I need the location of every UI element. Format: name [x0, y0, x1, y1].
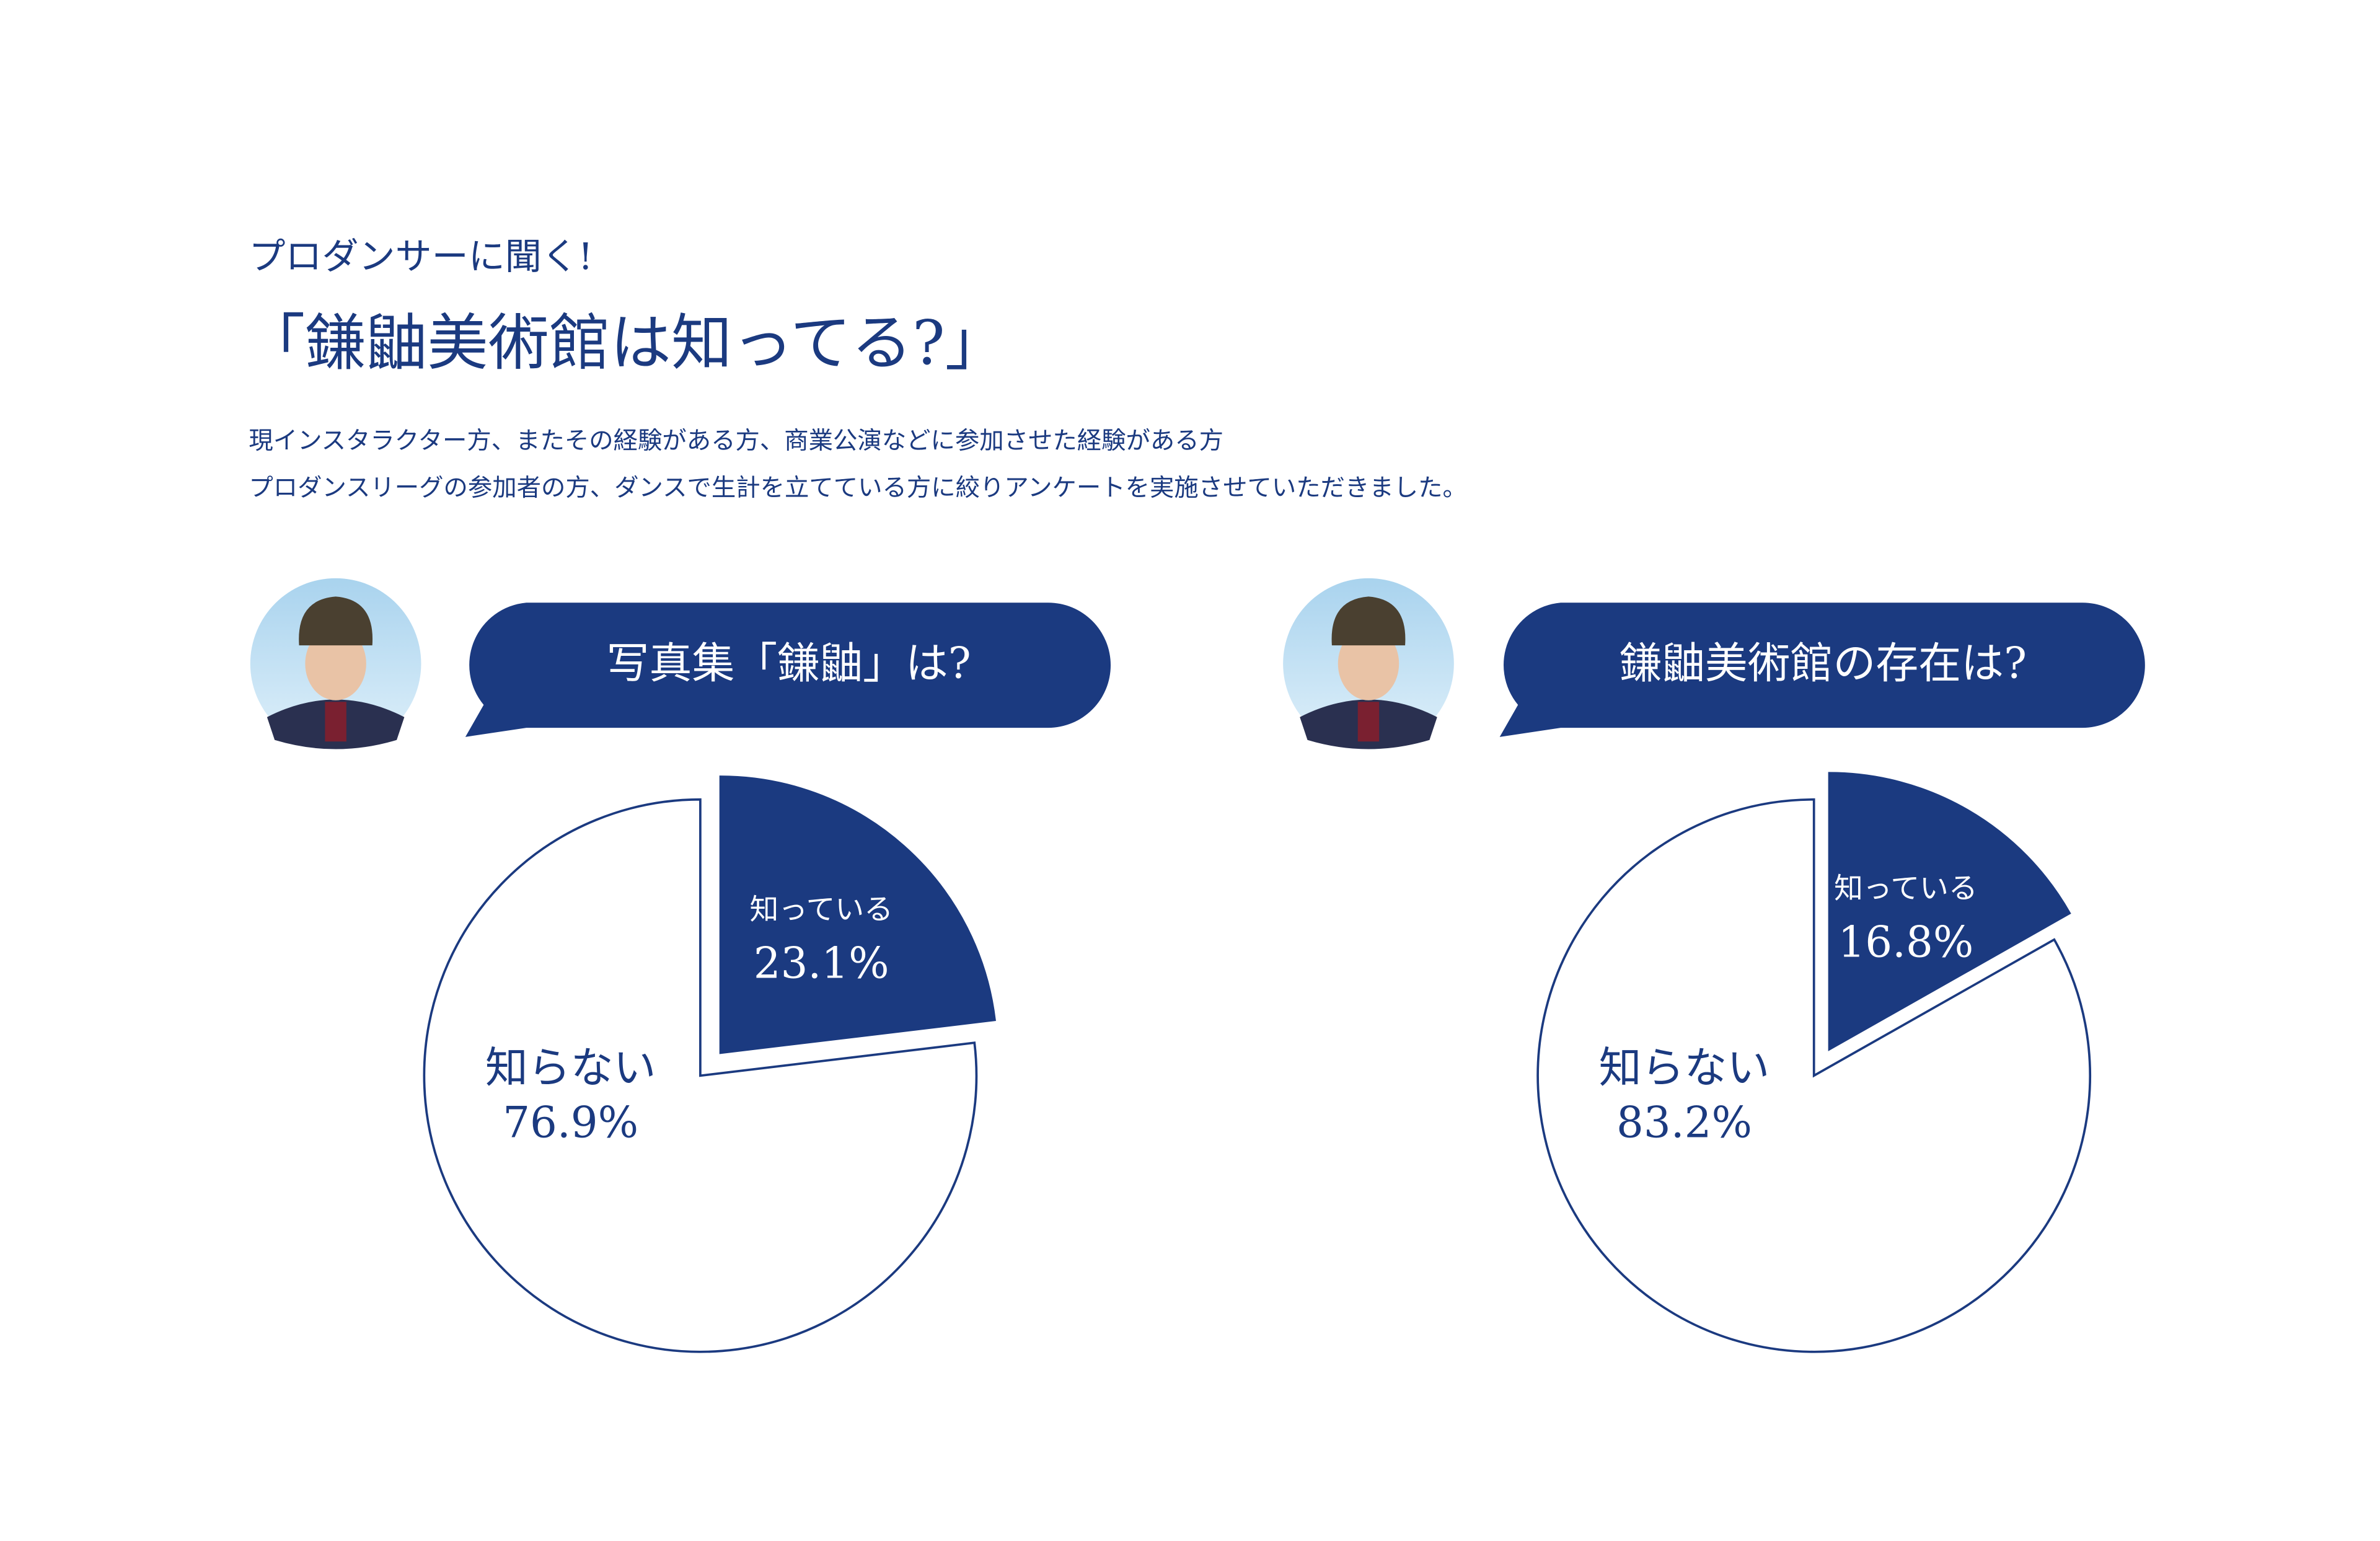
avatar — [1283, 578, 1454, 749]
avatar — [250, 578, 421, 749]
pie-slice — [1828, 772, 2071, 1051]
pie-slice — [1536, 798, 2092, 1353]
description-line: プロダンスリーグの参加者の方、ダンスで生計を立てている方に絞りアンケートを実施さ… — [249, 474, 1467, 502]
speech-bubble — [465, 603, 1111, 737]
slice-category: 知らない — [485, 1043, 656, 1093]
slice-category: 知らない — [1599, 1043, 1770, 1093]
pie-slice — [719, 775, 996, 1054]
slice-category: 知っている — [749, 893, 892, 927]
question: 鎌鼬美術館の存在は? — [1620, 639, 2027, 689]
slice-value-label: 83.2% — [1616, 1098, 1752, 1148]
kicker: プロダンサーに聞く! — [249, 235, 593, 278]
slice-value-label: 16.8% — [1838, 917, 1973, 967]
slice-category: 知っている — [1834, 872, 1977, 906]
slice-value-label: 76.9% — [503, 1098, 638, 1148]
pie-slice — [423, 798, 978, 1353]
slice-value-label: 23.1% — [754, 938, 889, 988]
title: 「鎌鼬美術館は知ってる?」 — [244, 308, 1006, 379]
speech-bubble — [1499, 603, 2145, 737]
question: 写真集「鎌鼬」は? — [607, 639, 971, 689]
avatars — [250, 578, 1454, 749]
description-line: 現インスタラクター方、またその経験がある方、商業公演などに参加させた経験がある方 — [249, 426, 1223, 455]
